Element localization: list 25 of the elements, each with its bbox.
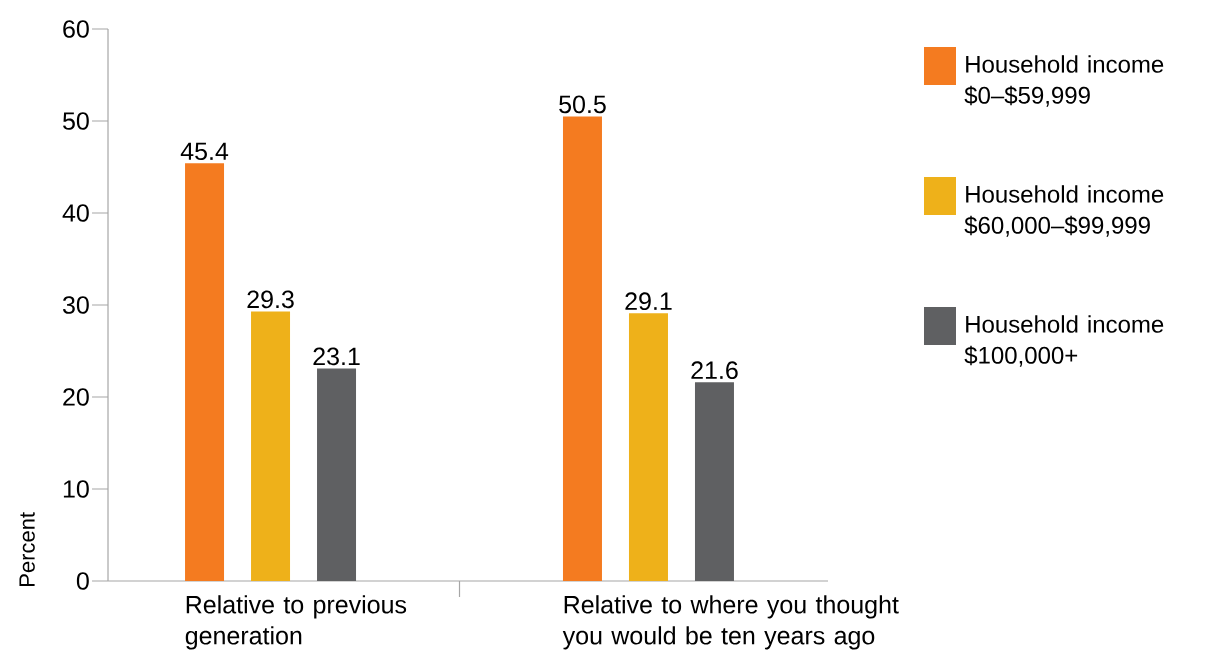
x-tick-label: Relative to where you thought you would be ten years ago	[562, 595, 899, 650]
y-tick-label: 50	[63, 112, 89, 130]
bar	[562, 116, 602, 581]
bar	[185, 163, 225, 581]
y-tick-label: 60	[63, 20, 89, 38]
data-label: 29.3	[247, 290, 294, 309]
bar	[251, 311, 291, 581]
x-tick-label: Relative to previous generation	[185, 595, 407, 650]
bar	[317, 368, 357, 581]
data-label: 23.1	[313, 347, 360, 366]
bar	[628, 313, 668, 581]
legend-label: Household income $100,000+	[964, 315, 1164, 367]
bar	[694, 382, 734, 581]
legend-label: Household income $60,000–$99,999	[964, 185, 1164, 237]
data-label: 21.6	[691, 361, 738, 380]
legend-label: Household income $0–$59,999	[964, 55, 1164, 107]
data-label: 45.4	[180, 142, 229, 161]
y-tick-label: 20	[63, 388, 89, 406]
data-label: 50.5	[559, 95, 606, 114]
y-tick-label: 40	[62, 204, 89, 222]
y-tick-label: 10	[63, 480, 89, 498]
y-tick-label: 30	[62, 296, 89, 314]
data-label: 29.1	[625, 292, 672, 311]
y-tick-label: 0	[76, 572, 89, 590]
y-axis-title: Percent	[19, 512, 35, 586]
